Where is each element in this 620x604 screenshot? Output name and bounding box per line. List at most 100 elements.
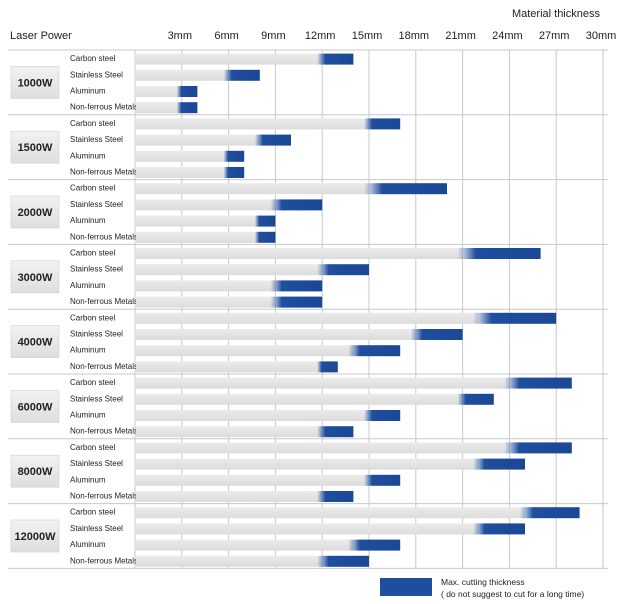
material-label: Non-ferrous Metals	[70, 168, 138, 177]
bar-normal	[136, 523, 479, 535]
bar-normal	[136, 264, 323, 276]
bar-max	[254, 134, 291, 146]
power-label-box	[10, 519, 60, 553]
bar-normal	[136, 442, 510, 454]
power-label-box	[10, 390, 60, 423]
bar-max	[317, 491, 354, 502]
bar-max	[270, 280, 323, 292]
material-label: Aluminum	[70, 475, 106, 484]
bar-max	[457, 248, 541, 259]
legend-swatch	[380, 578, 432, 596]
power-label-box	[10, 195, 60, 229]
power-group: 4000W Carbon steel Stainless Steel Aluminum…	[10, 312, 557, 373]
material-label: Stainless Steel	[70, 459, 123, 468]
x-tick-label: 27mm	[539, 30, 570, 42]
material-label: Aluminum	[70, 540, 106, 549]
gridlines	[8, 49, 608, 569]
bar-max	[473, 523, 525, 535]
bar-max	[270, 296, 323, 308]
bar-normal	[136, 458, 479, 470]
bar-normal	[136, 345, 354, 357]
power-group: 6000W Carbon steel Stainless Steel Aluminum…	[10, 377, 572, 438]
x-tick-label: 12mm	[305, 30, 336, 42]
x-tick-label: 9mm	[261, 30, 285, 42]
power-label-box	[10, 454, 60, 488]
bar-max	[176, 86, 198, 97]
bar-normal	[136, 491, 323, 502]
x-tick-label: 21mm	[445, 30, 476, 42]
bar-max	[176, 102, 198, 114]
power-label-box	[10, 130, 60, 164]
material-label: Non-ferrous Metals	[70, 297, 138, 306]
bar-max	[223, 167, 245, 178]
bar-max	[223, 150, 245, 162]
power-label: 1500W	[18, 142, 53, 154]
bar-max	[364, 410, 401, 421]
bar-max	[254, 215, 276, 227]
material-label: Non-ferrous Metals	[70, 362, 138, 371]
material-label: Aluminum	[70, 216, 106, 225]
bar-normal	[136, 102, 182, 114]
x-tick-label: 3mm	[168, 30, 192, 42]
bar-normal	[136, 183, 369, 195]
bar-normal	[136, 555, 323, 567]
power-label: 2000W	[18, 207, 53, 219]
bar-max	[504, 377, 572, 389]
power-label: 1000W	[18, 77, 53, 89]
material-label: Stainless Steel	[70, 135, 123, 144]
bar-max	[473, 312, 557, 324]
bar-max	[410, 329, 463, 340]
bar-max	[254, 231, 276, 243]
power-label: 4000W	[18, 337, 53, 349]
x-axis-title: Material thickness	[512, 8, 601, 20]
material-label: Aluminum	[70, 346, 106, 355]
bar-normal	[136, 118, 369, 130]
x-tick-label: 6mm	[214, 30, 238, 42]
material-label: Carbon steel	[70, 378, 116, 387]
material-label: Non-ferrous Metals	[70, 103, 138, 112]
power-group: 8000W Carbon steel Stainless Steel Aluminum…	[10, 442, 572, 502]
material-label: Stainless Steel	[70, 394, 123, 403]
material-label: Non-ferrous Metals	[70, 427, 138, 436]
bar-normal	[136, 296, 276, 308]
power-group: 1500W Carbon steel Stainless Steel Aluminum…	[10, 118, 401, 178]
material-label: Non-ferrous Metals	[70, 556, 138, 565]
material-label: Stainless Steel	[70, 330, 123, 339]
power-group: 1000W Carbon steel Stainless Steel Aluminum…	[10, 53, 354, 114]
material-label: Aluminum	[70, 87, 106, 96]
x-tick-label: 24mm	[492, 30, 523, 42]
bar-normal	[136, 199, 276, 211]
material-label: Stainless Steel	[70, 200, 123, 209]
bar-max	[473, 458, 525, 470]
bar-max	[364, 183, 447, 195]
material-label: Carbon steel	[70, 119, 116, 128]
bar-normal	[136, 507, 525, 519]
bar-normal	[136, 312, 479, 324]
bar-max	[270, 199, 323, 211]
bar-normal	[136, 69, 229, 81]
material-label: Aluminum	[70, 281, 106, 290]
bar-normal	[136, 215, 260, 227]
bar-normal	[136, 150, 229, 162]
power-group: 3000W Carbon steel Stainless Steel Aluminum…	[10, 248, 541, 308]
bar-normal	[136, 539, 354, 551]
bar-normal	[136, 377, 510, 389]
material-label: Stainless Steel	[70, 265, 123, 274]
material-label: Non-ferrous Metals	[70, 492, 138, 501]
bar-max	[317, 53, 354, 65]
power-label: 8000W	[18, 466, 53, 478]
x-tick-label: 15mm	[352, 30, 383, 42]
power-label: 12000W	[15, 531, 57, 543]
bar-normal	[136, 426, 323, 438]
material-label: Stainless Steel	[70, 70, 123, 79]
material-label: Non-ferrous Metals	[70, 232, 138, 241]
material-label: Aluminum	[70, 411, 106, 420]
material-label: Carbon steel	[70, 184, 116, 193]
bar-normal	[136, 167, 229, 178]
material-label: Aluminum	[70, 151, 106, 160]
power-label: 3000W	[18, 272, 53, 284]
bar-max	[504, 442, 572, 454]
y-axis-title: Laser Power	[10, 30, 72, 42]
legend-label: Max. cutting thickness	[441, 577, 525, 587]
